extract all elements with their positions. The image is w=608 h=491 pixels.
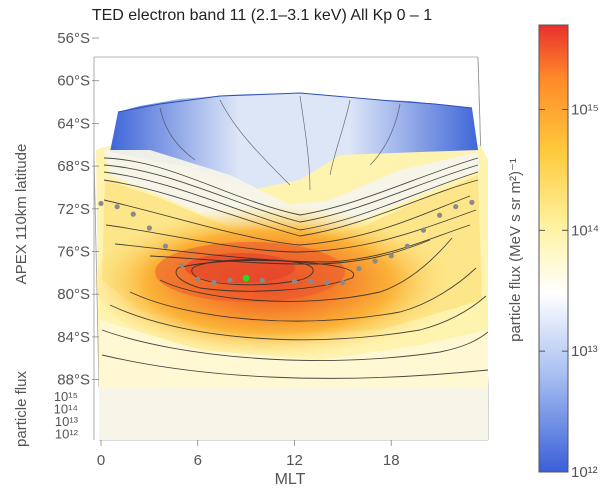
- y-tick-label: 68°S: [57, 158, 90, 175]
- y-tick-label: 60°S: [57, 73, 90, 90]
- x-axis-label: MLT: [275, 471, 306, 488]
- boundary-point: [356, 265, 362, 272]
- colorbar-tick-label: 10¹²: [571, 464, 598, 481]
- boundary-point: [291, 278, 298, 284]
- flux-surface: [95, 92, 489, 440]
- boundary-point: [98, 200, 104, 207]
- x-tick-label: 18: [383, 452, 400, 469]
- peak-point: [242, 274, 250, 282]
- boundary-point: [130, 211, 136, 217]
- z-tick-label: 10¹²: [55, 427, 79, 442]
- x-axis-ticks: 0 6 12 18: [97, 440, 400, 469]
- boundary-point: [404, 243, 410, 249]
- x-tick-label: 12: [286, 452, 303, 469]
- y-tick-label: 72°S: [57, 201, 90, 218]
- y-tick-label: 88°S: [57, 372, 90, 389]
- boundary-point: [146, 225, 152, 231]
- colorbar-tick-label: 10¹⁵: [571, 101, 599, 118]
- z-tick-label: 10¹³: [55, 414, 79, 429]
- x-tick-label: 0: [97, 452, 105, 469]
- boundary-point: [388, 253, 394, 259]
- boundary-point: [162, 243, 169, 249]
- z-axis-label: particle flux: [13, 371, 30, 447]
- boundary-point: [372, 258, 378, 264]
- chart-title: TED electron band 11 (2.1–3.1 keV) All K…: [92, 7, 432, 24]
- colorbar-tick-label: 10¹⁴: [571, 222, 599, 239]
- boundary-points: [98, 199, 475, 286]
- colorbar: [538, 24, 569, 473]
- y-tick-label: 80°S: [57, 286, 90, 303]
- boundary-point: [259, 277, 265, 283]
- z-tick-label: 10¹⁵: [54, 389, 78, 404]
- colorbar-tick-label: 10¹³: [571, 343, 598, 360]
- z-tick-label: 10¹⁴: [54, 402, 78, 417]
- boundary-point: [179, 262, 185, 268]
- y-tick-label: 76°S: [57, 244, 90, 261]
- colorbar-ticks: 10¹⁵ 10¹⁴ 10¹³ 10¹²: [539, 101, 599, 481]
- boundary-point: [114, 204, 120, 210]
- y-tick-label: 56°S: [57, 30, 90, 47]
- boundary-point: [211, 279, 217, 286]
- x-tick-label: 6: [194, 452, 202, 469]
- boundary-point: [340, 279, 346, 286]
- boundary-point: [195, 276, 201, 282]
- y-axis-label: APEX 110km latitude: [13, 144, 30, 285]
- boundary-point: [308, 278, 314, 284]
- y-axis-ticks: 56°S 60°S 64°S 68°S 72°S 76°S 80°S 84°S 88°S: [57, 30, 99, 389]
- y-tick-label: 64°S: [57, 115, 90, 132]
- y-tick-label: 84°S: [57, 329, 90, 346]
- boundary-point: [324, 279, 330, 286]
- colorbar-label: particle flux (MeV s sr m²)⁻¹: [507, 158, 524, 342]
- boundary-point: [469, 199, 475, 205]
- boundary-point: [420, 227, 427, 233]
- boundary-point: [453, 204, 459, 210]
- boundary-point: [227, 277, 233, 283]
- boundary-point: [437, 212, 443, 218]
